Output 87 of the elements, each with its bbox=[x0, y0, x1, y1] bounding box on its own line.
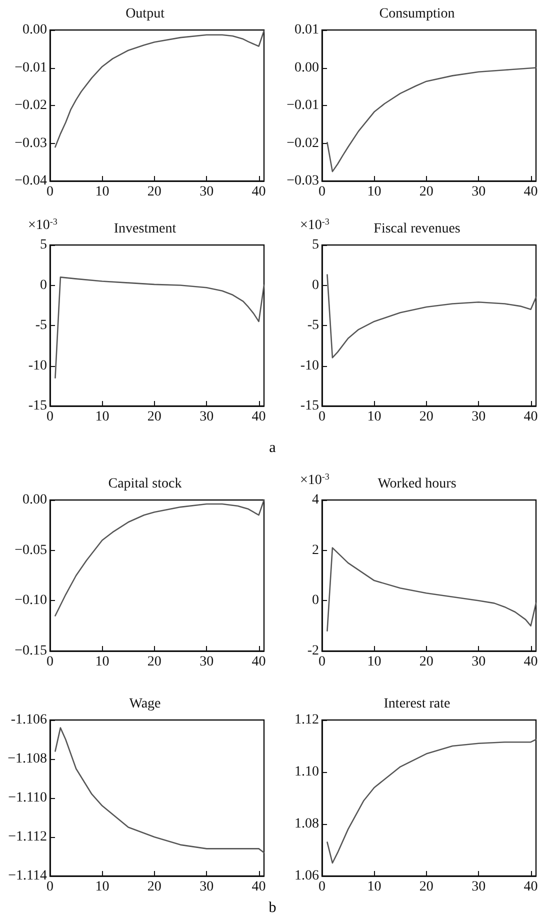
x-tick-label: 30 bbox=[472, 654, 486, 670]
x-tick-label: 40 bbox=[524, 184, 538, 200]
line-series bbox=[54, 276, 265, 378]
x-tick-label: 40 bbox=[524, 880, 538, 894]
y-tick-label: 1.06 bbox=[294, 868, 319, 884]
chart-title: Consumption bbox=[379, 6, 455, 22]
y-tick-label: 1.10 bbox=[294, 764, 319, 780]
x-tick-label: 40 bbox=[252, 410, 266, 424]
x-tick-label: 10 bbox=[367, 410, 382, 424]
x-tick-label: 30 bbox=[200, 184, 214, 200]
x-tick-label: 10 bbox=[95, 654, 110, 670]
y-tick-label: −0.01 bbox=[286, 98, 319, 113]
y-tick-label: 1.12 bbox=[294, 712, 319, 728]
x-tick-label: 40 bbox=[524, 654, 538, 670]
x-tick-label: 30 bbox=[472, 184, 486, 200]
y-tick-label: -10 bbox=[300, 358, 319, 374]
y-tick-label: −0.01 bbox=[14, 60, 47, 76]
x-tick-label: 30 bbox=[200, 880, 214, 894]
text: a bbox=[268, 440, 277, 457]
y-tick-label: -10 bbox=[28, 358, 47, 374]
chart-title: Fiscal revenues bbox=[374, 222, 460, 236]
x-tick-label: 20 bbox=[419, 654, 434, 670]
chart-title: Investment bbox=[114, 222, 176, 236]
y-tick-label: −1.112 bbox=[8, 830, 47, 844]
line-series bbox=[54, 727, 265, 854]
x-tick-label: 20 bbox=[147, 410, 162, 424]
chart-title: Capital stock bbox=[108, 476, 182, 492]
line-series bbox=[54, 499, 265, 616]
line-series bbox=[326, 738, 537, 864]
y-tick-label: 5 bbox=[312, 238, 319, 252]
line-series bbox=[54, 30, 265, 148]
x-tick-label: 20 bbox=[419, 880, 434, 894]
line-series bbox=[326, 274, 537, 358]
x-tick-label: 40 bbox=[252, 184, 266, 200]
y-tick-label: -1.106 bbox=[10, 712, 47, 728]
y-tick-label: −0.03 bbox=[14, 136, 47, 151]
x-tick-label: 30 bbox=[472, 880, 486, 894]
y-tick-label: 0 bbox=[40, 278, 47, 293]
x-tick-label: 30 bbox=[200, 410, 214, 424]
y-tick-label: −0.05 bbox=[14, 542, 47, 558]
y-tick-label: 0 bbox=[312, 278, 319, 293]
text: b bbox=[268, 900, 278, 917]
y-tick-label: −1.108 bbox=[8, 752, 47, 766]
x-tick-label: 30 bbox=[472, 410, 486, 424]
x-tick-label: 40 bbox=[524, 410, 538, 424]
y-tick-label: −0.02 bbox=[286, 136, 319, 151]
y-tick-label: 0.01 bbox=[294, 22, 319, 38]
chart-title: Worked hours bbox=[378, 476, 456, 492]
x-tick-label: 20 bbox=[147, 184, 162, 200]
x-tick-label: 10 bbox=[367, 880, 382, 894]
y-tick-label: -5 bbox=[35, 318, 47, 333]
chart-title: Interest rate bbox=[384, 696, 450, 712]
x-tick-label: 20 bbox=[419, 184, 434, 200]
x-tick-label: 30 bbox=[200, 654, 214, 670]
y-tick-label: 0.00 bbox=[294, 60, 319, 76]
chart-title: Wage bbox=[129, 696, 161, 712]
y-tick-label: 5 bbox=[40, 238, 47, 252]
x-tick-label: 10 bbox=[95, 184, 110, 200]
y-tick-label: 4 bbox=[312, 492, 319, 508]
y-tick-label: −0.04 bbox=[14, 174, 47, 188]
y-tick-label: −0.10 bbox=[14, 593, 47, 608]
y-tick-label: 1.08 bbox=[294, 816, 319, 832]
y-tick-label: 0.00 bbox=[22, 22, 47, 38]
y-tick-label: -2 bbox=[307, 644, 319, 658]
x-tick-label: 20 bbox=[147, 880, 162, 894]
y-tick-label: 2 bbox=[312, 542, 319, 558]
y-tick-label: -15 bbox=[300, 398, 319, 414]
x-tick-label: 20 bbox=[419, 410, 434, 424]
x-tick-label: 10 bbox=[95, 410, 110, 424]
chart-title: Output bbox=[126, 6, 165, 22]
y-tick-label: −1.110 bbox=[8, 790, 47, 806]
line-series bbox=[326, 67, 537, 172]
y-tick-label: −0.02 bbox=[14, 98, 47, 113]
y-tick-label: -5 bbox=[307, 318, 319, 333]
x-tick-label: 20 bbox=[147, 654, 162, 670]
y-tick-label: −1.114 bbox=[8, 868, 47, 884]
x-tick-label: 10 bbox=[367, 654, 382, 670]
y-tick-label: −0.03 bbox=[286, 174, 319, 188]
line-series bbox=[326, 547, 537, 632]
x-tick-label: 40 bbox=[252, 654, 266, 670]
x-tick-label: 10 bbox=[95, 880, 110, 894]
y-tick-label: 0.00 bbox=[22, 492, 47, 508]
y-tick-label: 0 bbox=[312, 593, 319, 608]
x-tick-label: 10 bbox=[367, 184, 382, 200]
x-tick-label: 40 bbox=[252, 880, 266, 894]
y-tick-label: -15 bbox=[28, 398, 47, 414]
y-tick-label: −0.15 bbox=[14, 644, 47, 658]
